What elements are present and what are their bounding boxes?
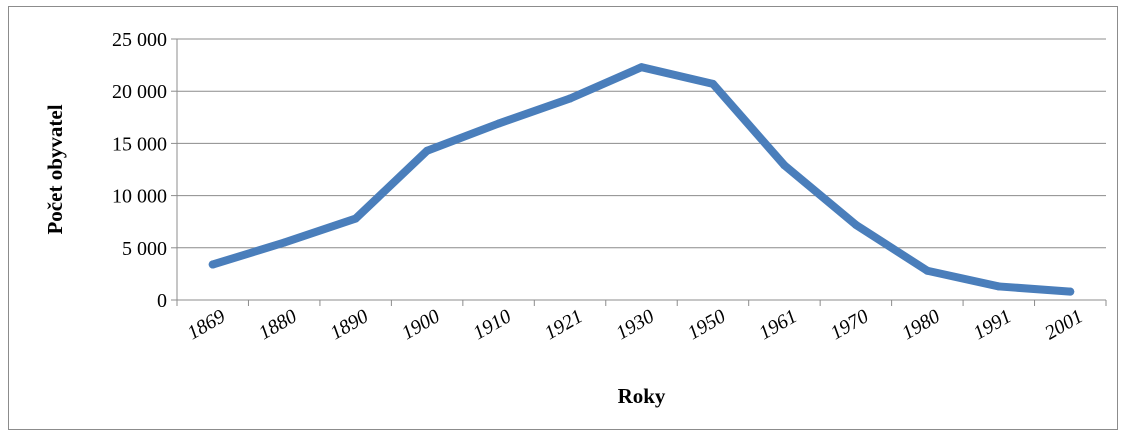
data-point — [566, 94, 575, 103]
series-layer — [208, 63, 1075, 296]
data-point — [923, 266, 932, 275]
x-tick-label: 1991 — [970, 305, 1016, 344]
y-tick-label: 5 000 — [122, 238, 167, 260]
data-point — [637, 63, 646, 72]
gridlines — [176, 38, 1106, 301]
x-tick-label: 1910 — [469, 305, 515, 344]
x-tick-label: 1980 — [898, 305, 944, 344]
y-tick-label: 15 000 — [112, 133, 167, 155]
series-line — [208, 63, 1075, 296]
data-point — [1066, 287, 1075, 296]
data-point — [351, 214, 360, 223]
x-tick-label: 1961 — [755, 305, 801, 344]
data-point — [423, 146, 432, 155]
y-tick-label: 25 000 — [112, 29, 167, 51]
y-tick-label: 10 000 — [112, 186, 167, 208]
data-point — [280, 238, 289, 247]
data-point — [780, 161, 789, 170]
data-point — [208, 260, 217, 269]
y-axis-ticks: 0 5 000 10 000 15 000 20 000 25 000 — [112, 29, 177, 312]
data-point — [994, 282, 1003, 291]
x-tick-label: 1900 — [398, 305, 444, 344]
y-tick-label: 20 000 — [112, 81, 167, 103]
chart-frame — [8, 6, 1118, 430]
data-point — [494, 119, 503, 128]
x-axis-ticks: 1869 1880 1890 1900 1910 1921 1930 1950 1961 1970… — [176, 300, 1107, 344]
data-point — [851, 220, 860, 229]
x-tick-label: 1930 — [612, 305, 658, 344]
x-tick-label: 1970 — [827, 305, 873, 344]
x-tick-label: 1950 — [684, 305, 730, 344]
x-tick-label: 1921 — [541, 305, 587, 344]
data-point — [708, 79, 717, 88]
x-tick-label: 1869 — [184, 305, 230, 344]
y-tick-label: 0 — [157, 290, 167, 312]
x-tick-label: 1880 — [255, 305, 301, 344]
x-axis-title: Roky — [618, 384, 666, 408]
y-axis-title: Počet obyvatel — [43, 104, 67, 234]
x-tick-label: 1890 — [327, 305, 373, 344]
x-tick-label: 2001 — [1041, 305, 1087, 344]
